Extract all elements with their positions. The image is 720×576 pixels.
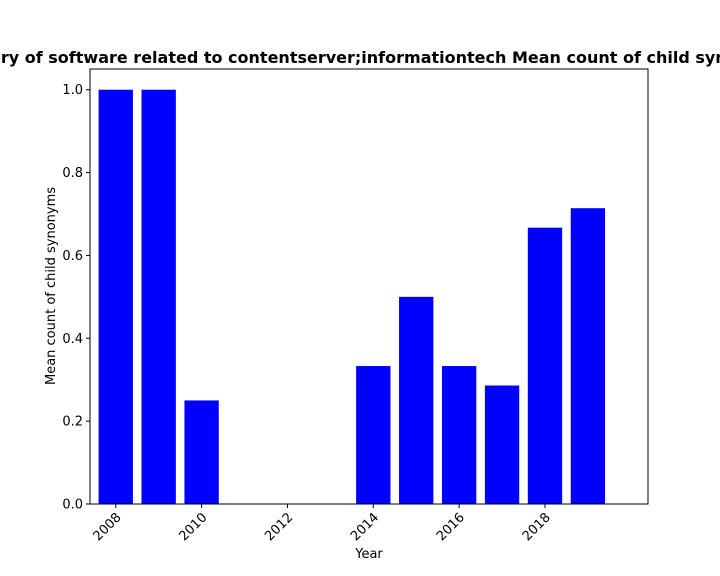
x-tick-label: 2016 <box>434 510 468 544</box>
y-tick-label: 0.0 <box>62 498 83 513</box>
y-tick-label: 0.6 <box>62 249 83 264</box>
chart-title: Items in the category of software relate… <box>0 48 720 67</box>
bar-2008 <box>98 89 133 504</box>
y-tick-label: 1.0 <box>62 83 83 98</box>
bar-2009 <box>141 89 176 504</box>
bar-2015 <box>399 296 434 504</box>
x-axis-label: Year <box>354 547 383 562</box>
y-axis: 0.0 0.2 0.4 0.6 0.8 1.0 <box>62 83 90 513</box>
y-tick-label: 0.2 <box>62 415 83 430</box>
bar-2014 <box>356 366 391 504</box>
x-axis: 2008 2010 2012 2014 2016 2018 <box>91 504 554 544</box>
y-axis-label: Mean count of child synonyms <box>44 187 59 385</box>
bar-2018 <box>527 227 563 504</box>
bar-2010 <box>184 400 219 504</box>
y-tick-label: 0.4 <box>62 332 83 347</box>
x-tick-label: 2010 <box>176 510 210 544</box>
bar-2017 <box>484 385 520 504</box>
x-tick-label: 2012 <box>262 510 296 544</box>
x-tick-label: 2018 <box>520 510 554 544</box>
bar-2019 <box>570 208 606 504</box>
y-tick-label: 0.8 <box>62 166 83 181</box>
x-tick-label: 2014 <box>348 510 382 544</box>
bar-2016 <box>441 366 477 504</box>
x-tick-label: 2008 <box>91 510 125 544</box>
plot-frame <box>89 68 649 505</box>
bars-group <box>98 89 606 504</box>
